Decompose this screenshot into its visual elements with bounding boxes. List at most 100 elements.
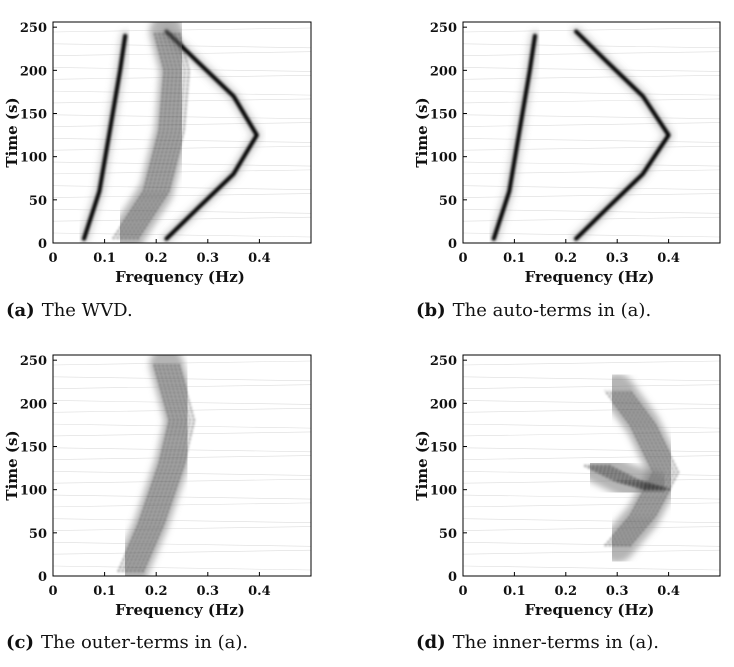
caption-text: The auto-terms in (a). [453,300,652,321]
y-tick-label: 150 [430,441,457,456]
interference-line [463,423,720,429]
ridge-fringe-cross [124,31,178,240]
interference-line [463,384,720,389]
caption-letter: (a) [6,300,35,321]
interference-line [53,549,311,555]
ridge-fringe-inner-arc [620,389,671,547]
x-tick-label: 0.1 [93,584,116,599]
x-axis-label: Frequency (Hz) [525,601,655,619]
axes-frame [52,21,312,244]
axes-frame [462,354,721,577]
y-tick-label: 150 [20,441,47,456]
caption-letter: (d) [416,632,446,653]
interference-line [53,526,311,531]
ridge-fringe-cross [112,31,166,240]
x-tick-label: 0.2 [145,584,168,599]
axes-frame [462,21,721,244]
x-tick-label: 0.4 [248,251,271,266]
y-tick-label: 250 [20,21,47,36]
interference-line [463,90,720,96]
interference-line [53,542,311,547]
ridge-parabolic [574,29,671,241]
interference-line [463,27,720,33]
interference-line [463,122,720,127]
x-tick-label: 0.1 [503,251,526,266]
caption-letter: (b) [416,300,446,321]
panel-caption: (a) The WVD. [6,300,133,321]
x-tick-label: 0 [48,584,57,599]
x-axis-label: Frequency (Hz) [115,601,245,619]
x-axis-label: Frequency (Hz) [115,268,245,286]
ridge-linear [491,33,537,241]
x-tick-label: 0.2 [554,251,577,266]
ridge-fringe-cross [132,31,186,240]
x-tick-label: 0.3 [606,584,629,599]
interference-line [53,518,311,524]
interference-line [463,74,720,80]
y-tick-label: 100 [430,484,457,499]
interference-line [53,161,311,167]
y-axis-label: Time (s) [413,430,431,500]
interference-line [53,232,311,238]
ridge-fringe-cross [128,31,182,240]
caption-text: The outer-terms in (a). [41,632,248,653]
interference-line [463,161,720,167]
interference-line [463,400,720,405]
x-tick-label: 0.3 [606,251,629,266]
interference-line [463,407,720,413]
interference-line [463,98,720,104]
caption-text: The inner-terms in (a). [453,632,659,653]
interference-line [53,494,311,500]
ridge-linear [82,33,128,241]
ridge-fringe-inner-arc [628,389,679,547]
interference-line [53,169,311,175]
y-tick-label: 50 [29,527,47,542]
y-tick-label: 250 [430,354,457,369]
panel-c: 0 0.1 0.2 0.3 0.4 0 50 100 150 200 250 Frequency (H… [3,354,312,653]
ridge-fringe-cross [116,31,170,240]
x-tick-label: 0 [48,251,57,266]
y-axis-label: Time (s) [413,97,431,167]
interference-line [463,431,720,437]
y-tick-label: 150 [20,108,47,123]
x-tick-label: 0.4 [248,584,271,599]
y-tick-label: 50 [29,194,47,209]
panel-d: 0 0.1 0.2 0.3 0.4 0 50 100 150 200 250 Frequency (H… [413,354,721,653]
interference-line [463,169,720,175]
interference-line [53,502,311,508]
ridge-fringe-cross [136,31,190,240]
interference-line [463,67,720,72]
interference-line [463,376,720,382]
ridge-fringe-inner-arc [624,389,675,547]
interference-line [463,542,720,547]
x-tick-label: 0.3 [196,251,219,266]
ridge-halo-inner-wedge [579,448,676,507]
y-tick-label: 200 [20,397,47,412]
y-tick-label: 200 [20,64,47,79]
x-tick-label: 0.3 [196,584,219,599]
y-axis-label: Time (s) [3,97,21,167]
x-tick-label: 0.4 [657,584,680,599]
caption-letter: (c) [6,632,34,653]
y-tick-label: 250 [20,354,47,369]
ridge-parabolic [164,29,259,241]
y-tick-label: 0 [38,237,47,252]
y-tick-label: 200 [430,397,457,412]
x-tick-label: 0.1 [93,251,116,266]
y-tick-label: 100 [20,484,47,499]
y-tick-label: 50 [439,194,457,209]
interference-line [463,502,720,508]
y-axis-label: Time (s) [3,430,21,500]
interference-line [463,549,720,555]
interference-line [463,565,720,571]
interference-line [463,145,720,151]
x-axis-label: Frequency (Hz) [525,268,655,286]
y-tick-label: 250 [430,21,457,36]
interference-line [463,114,720,120]
ridge-fringe-inner-arc [612,389,663,547]
panel-caption: (b) The auto-terms in (a). [416,300,651,321]
panel-b: 0 0.1 0.2 0.3 0.4 0 50 100 150 200 250 Frequency (H… [413,21,721,321]
interference-line [463,138,720,143]
panel-a: 0 0.1 0.2 0.3 0.4 0 50 100 150 200 250 Frequency (H… [3,21,312,321]
